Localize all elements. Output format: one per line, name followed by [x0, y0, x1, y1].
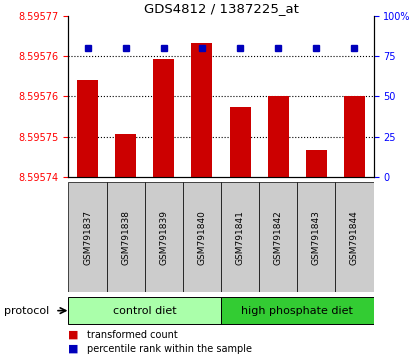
Text: ■: ■	[68, 344, 79, 354]
Text: percentile rank within the sample: percentile rank within the sample	[87, 344, 252, 354]
Bar	[335, 182, 374, 292]
Bar	[115, 134, 136, 177]
Text: GSM791838: GSM791838	[121, 210, 130, 265]
Bar	[221, 182, 259, 292]
Text: GSM791844: GSM791844	[350, 210, 359, 264]
Text: GSM791841: GSM791841	[236, 210, 244, 265]
Bar	[221, 297, 374, 324]
Bar	[183, 182, 221, 292]
Bar	[229, 107, 251, 177]
Bar	[145, 182, 183, 292]
Bar	[268, 96, 289, 177]
Bar	[107, 182, 145, 292]
Bar	[306, 150, 327, 177]
Text: GSM791843: GSM791843	[312, 210, 321, 265]
Title: GDS4812 / 1387225_at: GDS4812 / 1387225_at	[144, 2, 298, 15]
Text: ■: ■	[68, 330, 79, 339]
Bar	[153, 59, 174, 177]
Bar	[297, 182, 335, 292]
Text: GSM791837: GSM791837	[83, 210, 92, 265]
Text: GSM791839: GSM791839	[159, 210, 168, 265]
Text: GSM791842: GSM791842	[273, 210, 283, 264]
Text: control diet: control diet	[113, 306, 176, 316]
Bar	[259, 182, 297, 292]
Bar	[191, 43, 212, 177]
Text: transformed count: transformed count	[87, 330, 178, 339]
Text: GSM791840: GSM791840	[198, 210, 206, 265]
Bar	[68, 297, 221, 324]
Text: protocol: protocol	[4, 306, 49, 316]
Bar	[344, 96, 365, 177]
Bar	[77, 80, 98, 177]
Text: high phosphate diet: high phosphate diet	[241, 306, 353, 316]
Bar	[68, 182, 107, 292]
